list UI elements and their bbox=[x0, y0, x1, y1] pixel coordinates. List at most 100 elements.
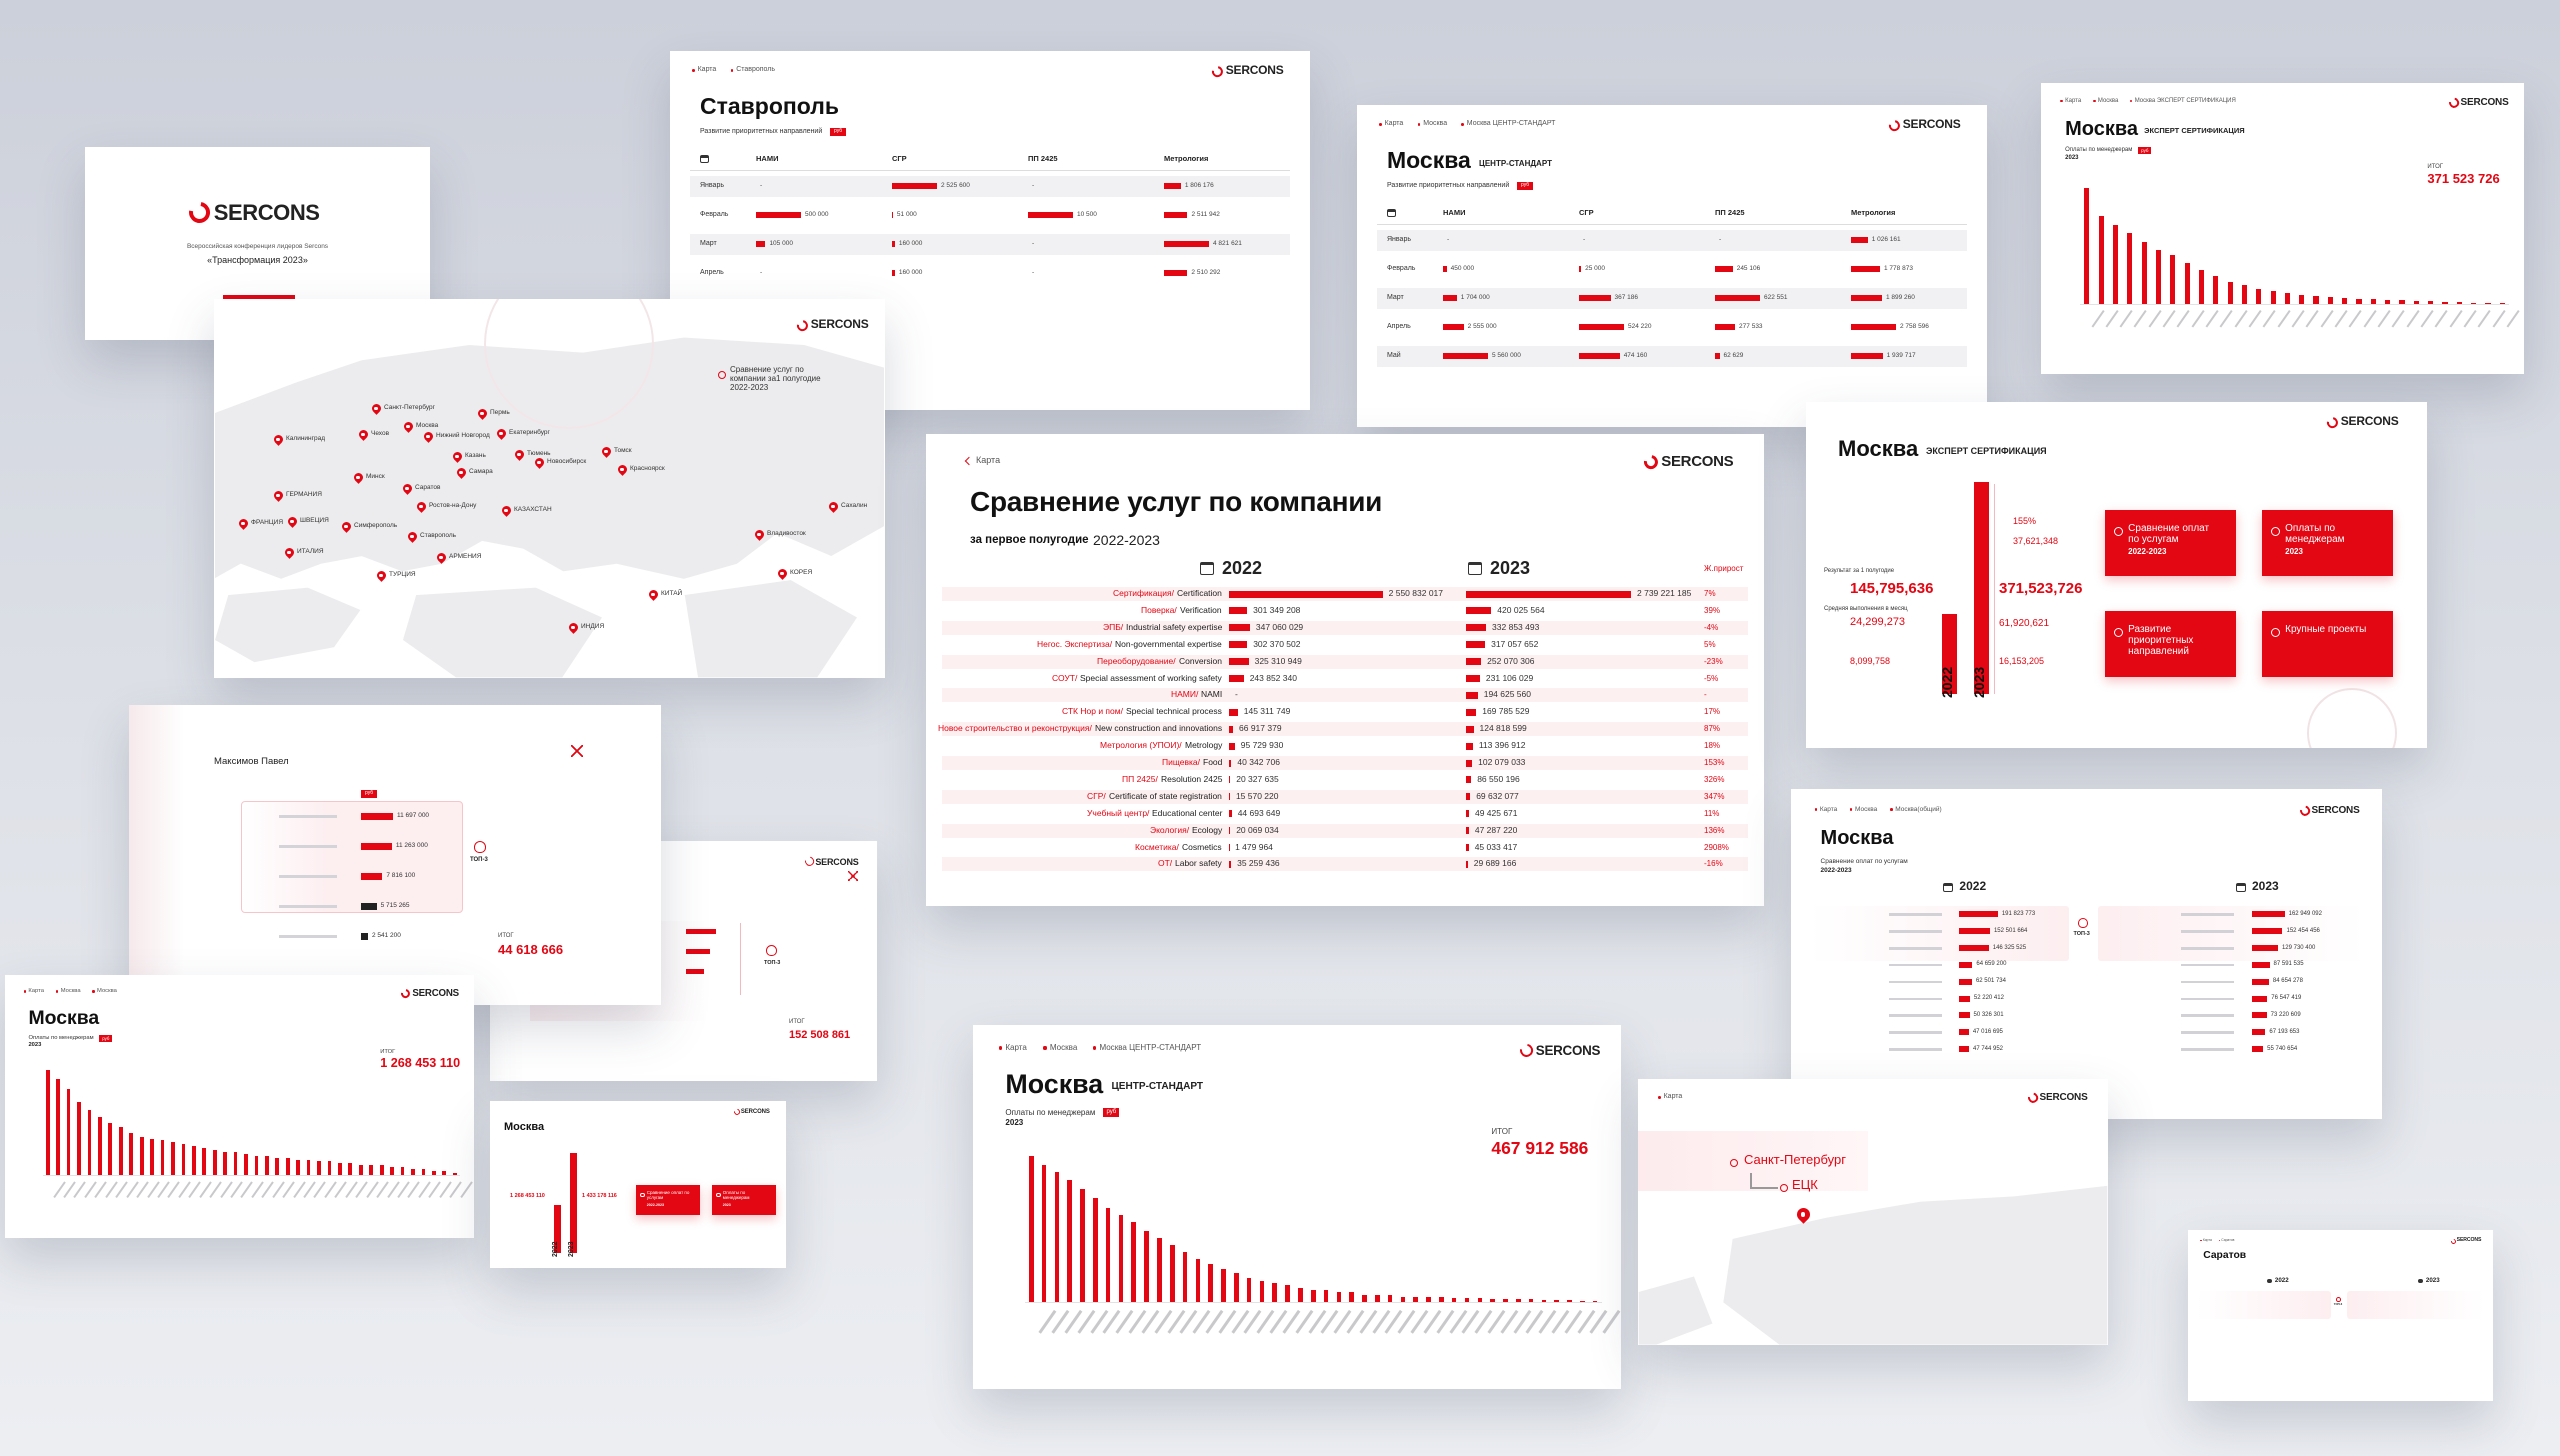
subtitle: за первое полугодие bbox=[970, 534, 1089, 546]
breadcrumb: Москва ЦЕНТР-СТАНДАРТ bbox=[1466, 120, 1556, 127]
growth-value: -4% bbox=[1704, 622, 1719, 632]
bar bbox=[1567, 1300, 1572, 1302]
cell-value: 302 370 502 bbox=[1253, 638, 1301, 649]
bar bbox=[150, 1138, 154, 1175]
bar bbox=[1715, 353, 1720, 359]
menu-button bbox=[2105, 611, 2236, 677]
metric: Средняя выполнения в месяц bbox=[1824, 606, 1908, 612]
bar bbox=[1451, 1298, 1457, 1302]
map-pin-dot bbox=[374, 406, 378, 411]
bar bbox=[1229, 827, 1231, 835]
axis-tick-label bbox=[2348, 310, 2363, 328]
map-pin-dot bbox=[276, 493, 280, 498]
cell-value: 62 629 bbox=[1723, 352, 1744, 359]
bar bbox=[892, 183, 937, 189]
map-pin-dot bbox=[439, 555, 443, 560]
map-pin-dot bbox=[379, 573, 383, 578]
caption: Сравнение услуг по компании за1 полугоди… bbox=[730, 365, 821, 393]
city-link: ЕЦК bbox=[1792, 1177, 1818, 1192]
cell-value: - bbox=[1583, 236, 1586, 243]
bar bbox=[1229, 675, 1244, 682]
bar bbox=[361, 843, 392, 850]
row-label-placeholder bbox=[1888, 947, 1942, 950]
bar bbox=[361, 873, 383, 880]
map-pin-dot bbox=[405, 486, 409, 491]
axis-tick-label bbox=[2506, 310, 2520, 328]
bar bbox=[1466, 793, 1471, 801]
breadcrumb: Карта bbox=[1384, 120, 1404, 127]
growth-value: 17% bbox=[1704, 707, 1721, 717]
column-header: Метрология bbox=[1164, 154, 1209, 163]
cell-value: 2 525 600 bbox=[941, 182, 970, 189]
year-header: 2023 bbox=[1490, 558, 1531, 578]
city-label: ИТАЛИЯ bbox=[297, 548, 324, 555]
row-label-ru: СОУТ/ bbox=[1052, 672, 1078, 683]
top-label: ТОП-3 bbox=[470, 857, 488, 863]
axis-tick-label bbox=[2477, 310, 2492, 328]
slide-title: Москва bbox=[504, 1121, 545, 1133]
link-icon bbox=[1780, 1184, 1788, 1192]
bar bbox=[1080, 1188, 1085, 1302]
total-value: 1 268 453 110 bbox=[380, 1056, 461, 1071]
cell-value: 55 740 654 bbox=[2267, 1045, 2298, 1052]
bar bbox=[1093, 1198, 1098, 1302]
cell-value: - bbox=[1032, 240, 1035, 247]
calendar-icon bbox=[2235, 883, 2246, 893]
row-band bbox=[942, 705, 1748, 720]
land-shape bbox=[682, 578, 860, 678]
row-label-en: New construction and innovations bbox=[1095, 723, 1223, 734]
breadcrumb: Карта bbox=[28, 988, 44, 995]
bracket bbox=[740, 923, 741, 995]
bar bbox=[358, 1165, 363, 1175]
row-band bbox=[942, 722, 1748, 737]
slide: Карта Москва Москва ЦЕНТР-СТАНДАРТ SERCONS М… bbox=[1357, 105, 1987, 427]
crumb-dot bbox=[2060, 99, 2063, 103]
breadcrumb: Карта bbox=[976, 455, 1001, 465]
column-header: ПП 2425 bbox=[1715, 208, 1745, 217]
bar bbox=[2251, 995, 2268, 1002]
row-label-en: Industrial safety expertise bbox=[1126, 621, 1223, 632]
bar bbox=[1164, 212, 1188, 218]
trophy-icon bbox=[766, 945, 777, 956]
axis-tick-label bbox=[2305, 310, 2320, 328]
logo: SERCONS bbox=[1661, 453, 1734, 471]
bar bbox=[1336, 1292, 1342, 1302]
button-icon bbox=[2114, 526, 2124, 536]
year-column bbox=[554, 1205, 561, 1253]
bar bbox=[421, 1169, 426, 1175]
axis-tick-label bbox=[2219, 310, 2234, 328]
bar bbox=[2270, 291, 2276, 305]
growth-value: 136% bbox=[1704, 825, 1725, 835]
bar bbox=[2155, 249, 2162, 305]
trophy-icon bbox=[2077, 917, 2088, 928]
logo-mark bbox=[2324, 414, 2341, 431]
row-label-en: NAMI bbox=[1201, 689, 1223, 700]
bar bbox=[1028, 212, 1073, 218]
cell-value: 45 033 417 bbox=[1474, 841, 1518, 852]
bar bbox=[1164, 183, 1181, 189]
cell-value: 277 533 bbox=[1739, 323, 1763, 330]
bar bbox=[1229, 590, 1383, 598]
growth-value: 2908% bbox=[1704, 842, 1729, 852]
bar bbox=[1259, 1280, 1265, 1302]
row-label-ru: Экология/ bbox=[1150, 824, 1190, 835]
calendar-icon bbox=[2266, 1278, 2272, 1284]
logo: SERCONS bbox=[2039, 1091, 2088, 1103]
row-band bbox=[690, 205, 1290, 226]
decor-ring bbox=[2307, 688, 2397, 748]
slide: Карта Саратов SERCONS Саратов 2022 2023 ТОП-3 bbox=[2188, 1230, 2493, 1401]
map-pin-dot bbox=[287, 550, 291, 555]
growth-value: 18% bbox=[1704, 741, 1721, 751]
bar bbox=[390, 1167, 394, 1175]
popup-shade bbox=[129, 705, 184, 1005]
calendar-icon bbox=[1468, 562, 1482, 575]
bar bbox=[1490, 1299, 1495, 1302]
bar bbox=[1229, 742, 1235, 750]
slide: Карта Москва Москва ЦЕНТР-СТАНДАРТ SERCONS М… bbox=[973, 1025, 1621, 1389]
cell-value: 124 818 599 bbox=[1479, 723, 1527, 734]
bar bbox=[686, 929, 716, 934]
row-label-placeholder bbox=[2181, 997, 2235, 1001]
axis-tick-label bbox=[2449, 310, 2463, 328]
year-header: 2022 bbox=[1959, 878, 1987, 893]
bar bbox=[129, 1132, 134, 1175]
